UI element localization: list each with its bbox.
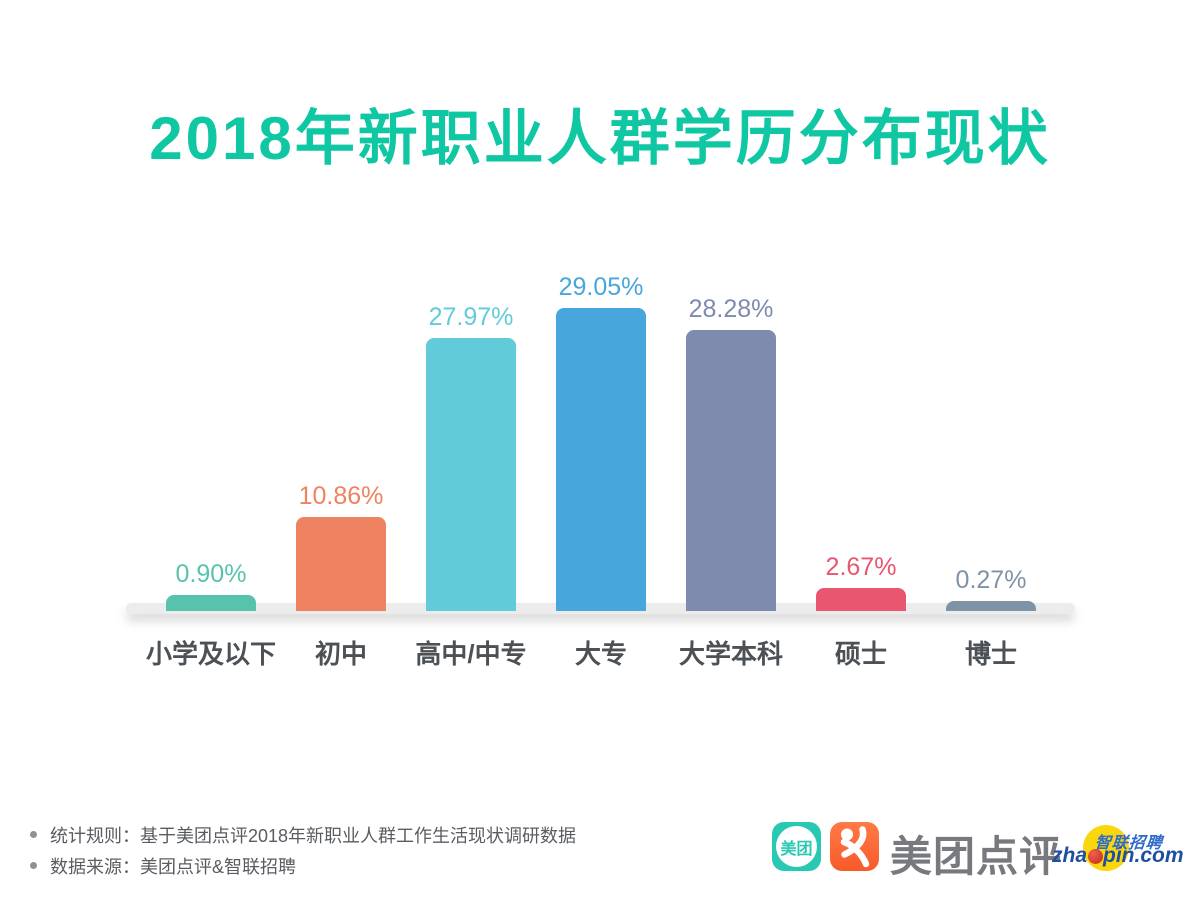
zhaopin-yellow-circle-icon xyxy=(1083,825,1129,871)
footnote-data-source: 数据来源：美团点评&智联招聘 xyxy=(30,850,576,881)
zhaopin-logo: 智联招聘 zha pin.com xyxy=(1050,820,1195,876)
bar-value-label: 10.86% xyxy=(298,482,384,510)
x-axis-label: 初中 xyxy=(314,639,367,669)
bar-4 xyxy=(556,308,646,611)
meituan-logo-text: 美团 xyxy=(776,826,817,867)
zhaopin-red-dot-icon xyxy=(1088,848,1104,864)
x-axis-label: 高中/中专 xyxy=(415,639,527,669)
zhaopin-url-wordmark: zha pin.com xyxy=(1052,844,1184,868)
meituan-logo-icon: 美团 xyxy=(772,822,821,871)
x-axis-label: 大学本科 xyxy=(678,639,783,669)
meituan-dianping-wordmark: 美团点评 xyxy=(890,833,1063,880)
dianping-figure-icon xyxy=(840,826,870,868)
x-axis-label: 博士 xyxy=(964,639,1017,669)
bar-value-label: 0.90% xyxy=(175,560,247,588)
bar-value-label: 28.28% xyxy=(688,295,774,323)
x-axis-label: 小学及以下 xyxy=(145,639,276,669)
bar-value-label: 2.67% xyxy=(825,553,897,581)
bullet-icon xyxy=(30,831,37,838)
bar-7 xyxy=(946,601,1036,611)
footnote-statistics-rule: 统计规则：基于美团点评2018年新职业人群工作生活现状调研数据 xyxy=(30,819,576,850)
bar-1 xyxy=(166,595,256,611)
chart-title: 2018年新职业人群学历分布现状 xyxy=(149,105,1051,173)
bar-value-label: 0.27% xyxy=(955,566,1027,594)
bar-6 xyxy=(816,588,906,611)
bar-value-label: 27.97% xyxy=(428,303,514,331)
footnote-text: 数据来源：美团点评&智联招聘 xyxy=(50,856,297,877)
bullet-icon xyxy=(30,862,37,869)
zhaopin-url-right: pin.com xyxy=(1103,844,1184,867)
bar-3 xyxy=(426,338,516,611)
bar-5 xyxy=(686,330,776,611)
x-axis-label: 大专 xyxy=(574,639,627,669)
bar-value-label: 29.05% xyxy=(558,273,644,301)
dianping-logo-icon xyxy=(830,822,879,871)
footnotes: 统计规则：基于美团点评2018年新职业人群工作生活现状调研数据 数据来源：美团点… xyxy=(30,819,576,881)
x-axis-label: 硕士 xyxy=(834,639,887,669)
bar-2 xyxy=(296,517,386,611)
footnote-text: 统计规则：基于美团点评2018年新职业人群工作生活现状调研数据 xyxy=(50,825,577,846)
zhaopin-url-left: zha xyxy=(1052,844,1088,867)
